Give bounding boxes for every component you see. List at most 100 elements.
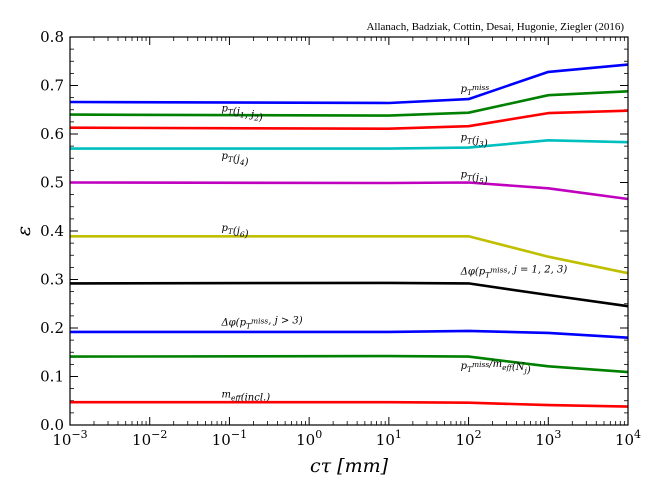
label-subscript: T — [228, 155, 234, 164]
label-superscript: miss — [472, 83, 489, 92]
y-tick-label: 0.2 — [40, 319, 64, 337]
series-line-7 — [70, 329, 629, 339]
label-text: ) — [258, 113, 263, 124]
label-text: p — [221, 104, 228, 115]
series-label-7: Δφ(pTmiss, j > 3) — [220, 316, 302, 331]
series-lines — [69, 63, 629, 408]
x-tick-base: 10 — [535, 431, 554, 449]
label-text: (j — [472, 135, 479, 146]
series-label-3: pT(j4) — [221, 151, 248, 168]
label-subscript: eff — [502, 363, 513, 372]
y-tick-label: 0.7 — [40, 77, 64, 95]
x-tick-label: 10−1 — [212, 428, 247, 449]
label-text: , j — [245, 110, 254, 121]
label-text: ) — [526, 365, 531, 376]
x-tick-exponent: 0 — [315, 428, 322, 441]
series-label-8: pTmiss/meff(Nj) — [461, 359, 531, 376]
series-line-5 — [70, 235, 629, 275]
label-subscript: T — [467, 88, 473, 97]
label-subscript: 1 — [240, 111, 245, 120]
x-tick-base: 10 — [376, 431, 395, 449]
x-tick-exponent: 1 — [395, 428, 402, 441]
label-text: m — [221, 389, 230, 400]
x-tick-label: 100 — [296, 428, 322, 449]
series-line-8 — [69, 354, 629, 374]
series-line-1 — [69, 90, 629, 117]
label-text: (j — [233, 226, 240, 237]
x-tick-base: 10 — [212, 431, 231, 449]
label-text: /m — [488, 359, 502, 370]
label-subscript: T — [485, 271, 491, 280]
label-subscript: T — [467, 365, 473, 374]
label-text: p — [221, 151, 228, 162]
label-subscript: 5 — [479, 177, 484, 186]
y-tick-label: 0.1 — [40, 368, 64, 386]
label-subscript: eff — [231, 393, 242, 402]
label-subscript: T — [228, 227, 234, 236]
x-tick-exponent: −1 — [231, 428, 247, 441]
label-text: p — [221, 223, 228, 234]
tick-labels: 10−3 10−2 10−1 100 101 102 103 1040.00.10.20.30… — [40, 28, 641, 449]
label-subscript: 6 — [240, 230, 245, 239]
y-tick-label: 0.6 — [40, 125, 64, 143]
label-text: (N — [512, 362, 526, 373]
x-tick-label: 103 — [535, 428, 561, 449]
label-subscript: j — [523, 366, 528, 375]
label-subscript: 3 — [479, 139, 484, 148]
label-text: p — [461, 132, 468, 143]
y-tick-label: 0.8 — [40, 28, 64, 46]
x-tick-label: 104 — [615, 428, 641, 449]
x-tick-label: 10−3 — [52, 428, 87, 449]
y-tick-label: 0.3 — [40, 271, 64, 289]
label-text: ) — [244, 229, 249, 240]
label-text: p — [461, 361, 468, 372]
x-tick-label: 10−2 — [132, 428, 167, 449]
label-text: p — [461, 170, 468, 181]
label-text: , j > 3) — [268, 316, 303, 327]
label-text: (incl.) — [241, 392, 271, 403]
label-superscript: miss — [472, 360, 489, 369]
plot-frame — [69, 36, 629, 426]
x-tick-label: 102 — [456, 428, 482, 449]
y-tick-label: 0.5 — [40, 174, 64, 192]
series-label-5: pT(j6) — [221, 223, 248, 240]
label-text: Δφ(p — [460, 267, 486, 278]
x-tick-exponent: 3 — [554, 428, 561, 441]
x-tick-base: 10 — [615, 431, 634, 449]
credit-text: Allanach, Badziak, Cottin, Desai, Hugoni… — [366, 21, 624, 33]
label-text: (j — [472, 173, 479, 184]
label-text: , j = 1, 2, 3) — [507, 265, 567, 276]
series-line-2 — [69, 109, 629, 130]
x-tick-exponent: 2 — [475, 428, 482, 441]
label-text: (j — [233, 107, 240, 118]
x-tick-label: 101 — [376, 428, 402, 449]
label-superscript: miss — [251, 317, 268, 326]
x-tick-exponent: 4 — [634, 428, 641, 441]
y-axis-label: ε — [13, 226, 35, 236]
x-tick-base: 10 — [456, 431, 475, 449]
label-text: ) — [483, 138, 488, 149]
label-text: (j — [233, 154, 240, 165]
series-label-9: meff(incl.) — [221, 389, 270, 403]
label-subscript: 2 — [253, 114, 259, 123]
series-label-6: Δφ(pTmiss, j = 1, 2, 3) — [460, 265, 568, 280]
x-tick-exponent: −3 — [71, 428, 87, 441]
label-text: ) — [244, 157, 249, 168]
series-line-4 — [69, 181, 629, 201]
series-label-2: pT(j3) — [461, 132, 488, 149]
x-tick-base: 10 — [52, 431, 71, 449]
series-label-0: pTmiss — [461, 83, 490, 97]
label-subscript: T — [467, 136, 473, 145]
label-subscript: 4 — [239, 158, 245, 167]
series-line-0 — [69, 63, 629, 105]
label-text: Δφ(p — [220, 318, 246, 329]
x-tick-exponent: −2 — [151, 428, 167, 441]
label-text: p — [461, 84, 468, 95]
y-tick-label: 0.4 — [40, 222, 64, 240]
y-tick-label: 0.0 — [40, 416, 64, 434]
label-subscript: T — [228, 108, 234, 117]
x-tick-base: 10 — [132, 431, 151, 449]
